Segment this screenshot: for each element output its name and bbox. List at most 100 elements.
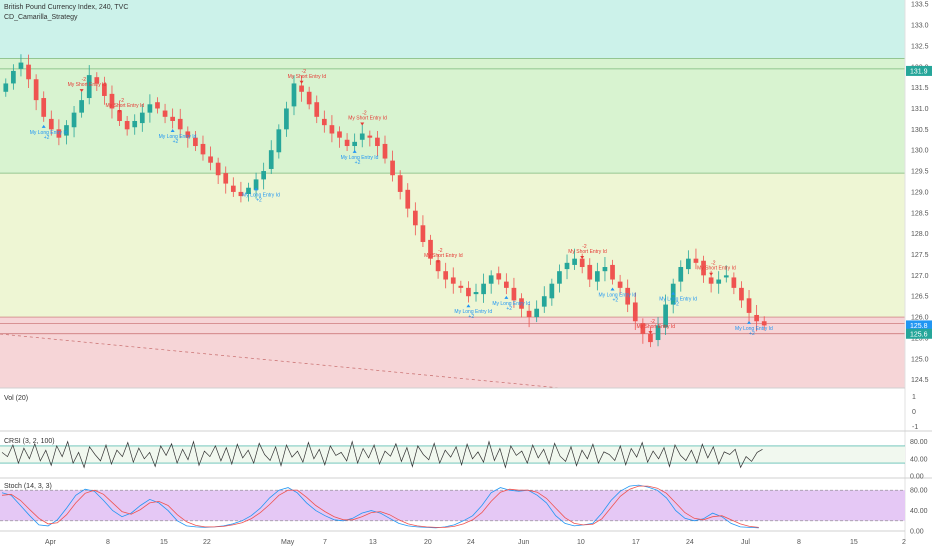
price-tick-label: 127.0: [911, 273, 929, 280]
signal-label: My Short Entry Id: [424, 253, 463, 259]
candle-body: [299, 85, 304, 92]
candle-body: [466, 287, 471, 297]
vol-axis: 1 0 -1: [912, 394, 918, 431]
candles: [3, 54, 767, 348]
chart-title: British Pound Currency Index, 240, TVC: [4, 4, 128, 11]
candle-body: [397, 175, 403, 192]
date-tick-label: Jul: [741, 539, 750, 546]
vol-pane-label: Vol (20): [4, 395, 28, 402]
candle-body: [450, 277, 456, 284]
signal-label: My Short Entry Id: [288, 74, 327, 80]
candle-body: [162, 110, 168, 117]
candle-body: [253, 179, 259, 190]
candle-body: [701, 260, 706, 276]
signal-count: +2: [613, 298, 619, 304]
candle-body: [549, 283, 555, 299]
strategy-signals: My Long Entry Id+2My Short Entry Id-2My …: [30, 69, 773, 337]
candle-body: [595, 271, 600, 282]
candle-body: [610, 264, 615, 280]
stoch-pane-label: Stoch (14, 3, 3): [4, 483, 52, 490]
candle-body: [678, 267, 684, 282]
date-tick-label: 7: [323, 539, 327, 546]
candle-body: [496, 273, 502, 280]
candle-body: [503, 281, 509, 288]
candle-body: [284, 108, 289, 130]
candle-body: [147, 104, 153, 113]
long-signal-arrow: [610, 287, 615, 291]
crsi-tick-label: 80.00: [910, 439, 928, 446]
candle-body: [488, 275, 494, 284]
camarilla-zones: [0, 0, 905, 388]
signal-count: +2: [468, 314, 474, 320]
candle-body: [170, 116, 175, 121]
price-tick-label: 130.0: [911, 148, 929, 155]
candle-body: [564, 262, 570, 270]
stoch-tick-label: 80.00: [910, 488, 928, 495]
candle-body: [367, 135, 373, 138]
short-signal-arrow: [709, 272, 714, 276]
candle-body: [79, 100, 84, 113]
signal-label: My Long Entry Id: [599, 293, 637, 299]
price-tick-label: 129.5: [911, 169, 929, 176]
trend-line: [0, 333, 561, 389]
signal-label: My Long Entry Id: [454, 309, 492, 315]
candle-body: [18, 62, 24, 69]
price-tick-label: 126.0: [911, 315, 929, 322]
short-signal-arrow: [580, 256, 585, 260]
candle-body: [223, 173, 229, 184]
candle-body: [557, 271, 562, 284]
zone-low: [0, 317, 905, 388]
signal-label: My Short Entry Id: [68, 82, 107, 88]
candle-body: [109, 93, 115, 109]
signal-label: My Long Entry Id: [659, 297, 697, 303]
date-tick-label: 10: [577, 539, 585, 546]
strategy-name: CD_Camarilla_Strategy: [4, 14, 78, 21]
candle-body: [86, 75, 92, 99]
candle-body: [572, 258, 577, 265]
signal-count: -2: [362, 111, 367, 117]
candle-body: [102, 83, 107, 96]
short-signal-arrow: [360, 122, 365, 126]
zone-upper: [0, 58, 905, 174]
candle-body: [375, 137, 380, 147]
date-axis[interactable]: Apr 8 15 22 May 7 13 20 24 Jun 10 17 24 Jul 8 15 2: [45, 539, 906, 546]
price-tag-label: 125.8: [910, 323, 928, 330]
candle-body: [215, 162, 221, 176]
candle-body: [56, 129, 62, 138]
candle-body: [579, 258, 585, 268]
price-tick-label: 126.5: [911, 294, 929, 301]
candle-body: [155, 102, 160, 109]
candle-body: [693, 258, 699, 263]
candle-body: [420, 225, 426, 242]
candle-body: [71, 112, 77, 128]
short-signal-arrow: [648, 331, 653, 335]
date-tick-label: May: [281, 539, 295, 546]
signal-label: My Short Entry Id: [348, 116, 387, 122]
candle-body: [208, 156, 213, 163]
candle-body: [185, 131, 191, 138]
signal-label: My Long Entry Id: [341, 155, 379, 161]
candle-body: [33, 79, 39, 101]
signal-count: -2: [302, 69, 307, 75]
date-tick-label: 24: [467, 539, 475, 546]
signal-count: +2: [173, 139, 179, 145]
long-signal-arrow: [352, 149, 357, 153]
price-axis-bg: [905, 0, 932, 550]
candle-body: [412, 210, 418, 226]
signal-count: +2: [44, 135, 50, 141]
candle-body: [481, 283, 486, 295]
stoch-tick-label: 40.00: [910, 508, 928, 515]
long-signal-arrow: [170, 128, 175, 132]
candle-body: [526, 310, 532, 318]
candle-body: [602, 267, 608, 272]
price-tick-label: 128.5: [911, 210, 929, 217]
short-signal-arrow: [117, 109, 122, 113]
long-signal-arrow: [671, 291, 676, 295]
candle-body: [708, 277, 714, 284]
candle-body: [132, 120, 138, 128]
candle-body: [193, 137, 198, 147]
signal-label: My Long Entry Id: [242, 192, 280, 198]
candle-body: [435, 260, 441, 272]
candle-body: [344, 139, 350, 147]
